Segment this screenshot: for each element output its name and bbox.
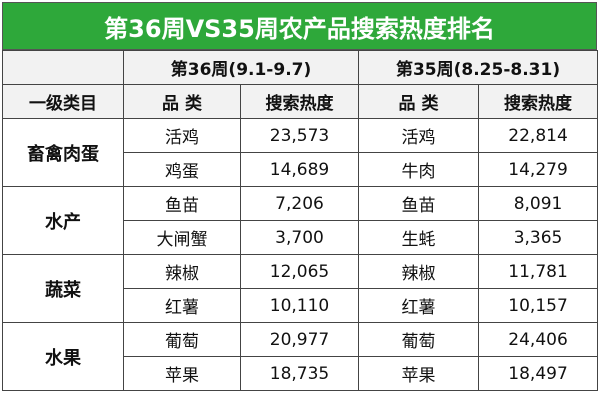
- heat-cell: 14,689: [239, 152, 360, 187]
- header-row: 一级类目品 类搜索热度品 类搜索热度: [2, 84, 599, 119]
- data-row: 水产 鱼苗 7,206 鱼苗 8,091: [2, 186, 599, 255]
- data-row: 蔬菜 辣椒 12,065 辣椒 11,781: [2, 254, 599, 323]
- item-cell: 鱼苗: [358, 186, 480, 221]
- heat-cell: 3,365: [478, 220, 599, 255]
- item-cell: 苹果: [123, 356, 241, 391]
- blank-cell: [2, 50, 124, 85]
- item-cell: 牛肉: [358, 152, 480, 187]
- column-header: 搜索热度: [239, 84, 360, 119]
- item-cell: 红薯: [358, 288, 480, 323]
- category-cell: 水产: [2, 186, 124, 255]
- data-row: 苹果 18,735 苹果 18,497: [3, 356, 599, 391]
- column-header: 品 类: [358, 84, 480, 119]
- heat-cell: 24,406: [478, 322, 599, 357]
- heat-cell: 8,091: [478, 186, 599, 221]
- heat-cell: 23,573: [239, 118, 360, 153]
- item-cell: 大闸蟹: [123, 220, 241, 255]
- title: 第36周VS35周农产品搜索热度排名: [2, 2, 597, 50]
- item-cell: 葡萄: [123, 322, 241, 357]
- item-cell: 活鸡: [358, 118, 480, 153]
- category-cell: 蔬菜: [2, 254, 124, 323]
- category-cell: 畜禽肉蛋: [2, 118, 124, 187]
- heat-cell: 11,781: [478, 254, 599, 289]
- item-cell: 辣椒: [358, 254, 480, 289]
- heat-cell: 10,110: [239, 288, 360, 323]
- item-cell: 辣椒: [123, 254, 241, 289]
- column-header: 品 类: [123, 84, 241, 119]
- item-cell: 活鸡: [123, 118, 241, 153]
- heat-cell: 20,977: [239, 322, 360, 357]
- item-cell: 鸡蛋: [123, 152, 241, 187]
- week-header: 第35周(8.25-8.31): [358, 50, 599, 85]
- data-row: 水果 葡萄 20,977 葡萄 24,406: [2, 322, 599, 391]
- heat-cell: 18,497: [478, 356, 599, 391]
- item-cell: 葡萄: [358, 322, 480, 357]
- column-header: 搜索热度: [478, 84, 599, 119]
- ranking-table: 第36周(9.1-9.7) 第35周(8.25-8.31) 一级类目品 类搜索热…: [2, 50, 599, 391]
- heat-cell: 18,735: [239, 356, 360, 391]
- data-row: 大闸蟹 3,700 生蚝 3,365: [3, 220, 599, 255]
- heat-cell: 7,206: [239, 186, 360, 221]
- table-body: 第36周(9.1-9.7) 第35周(8.25-8.31) 一级类目品 类搜索热…: [2, 50, 599, 391]
- header-row: 第36周(9.1-9.7) 第35周(8.25-8.31): [2, 50, 599, 85]
- data-row: 鸡蛋 14,689 牛肉 14,279: [3, 152, 599, 187]
- category-cell: 水果: [2, 322, 124, 391]
- item-cell: 苹果: [358, 356, 480, 391]
- heat-cell: 3,700: [239, 220, 360, 255]
- column-header: 一级类目: [2, 84, 124, 119]
- heat-cell: 22,814: [478, 118, 599, 153]
- heat-cell: 14,279: [478, 152, 599, 187]
- data-row: 红薯 10,110 红薯 10,157: [3, 288, 599, 323]
- item-cell: 鱼苗: [123, 186, 241, 221]
- heat-cell: 12,065: [239, 254, 360, 289]
- item-cell: 生蚝: [358, 220, 480, 255]
- heat-cell: 10,157: [478, 288, 599, 323]
- data-row: 畜禽肉蛋 活鸡 23,573 活鸡 22,814: [2, 118, 599, 187]
- week-header: 第36周(9.1-9.7): [122, 50, 360, 85]
- item-cell: 红薯: [123, 288, 241, 323]
